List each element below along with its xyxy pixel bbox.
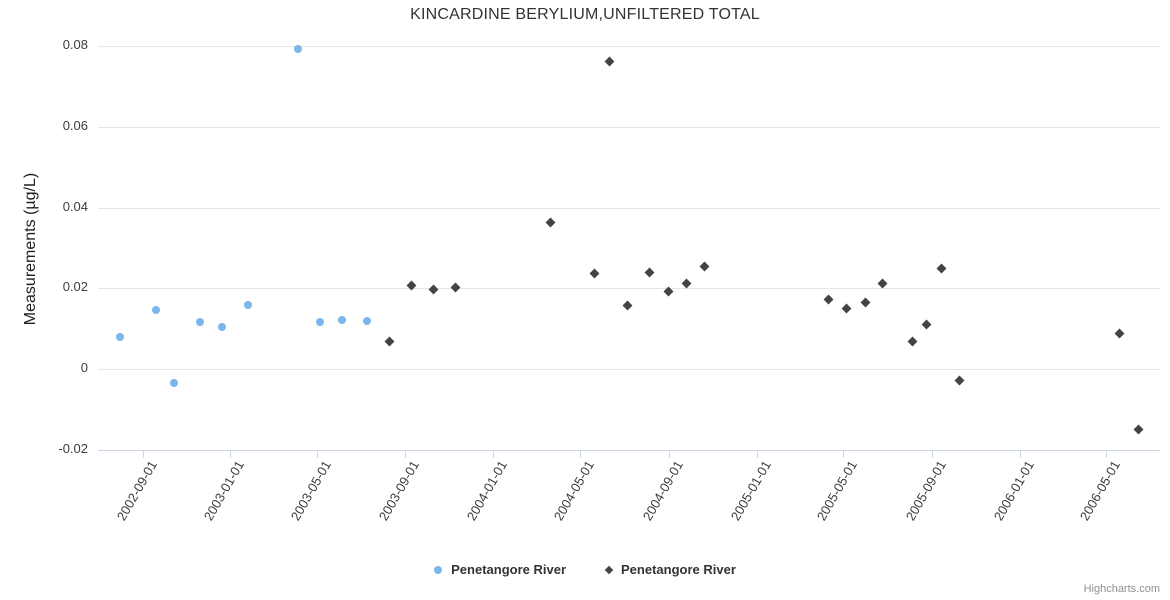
x-axis-tick <box>757 451 758 458</box>
data-point[interactable] <box>841 303 852 314</box>
x-axis-tick <box>580 451 581 458</box>
data-point[interactable] <box>877 278 888 289</box>
data-point[interactable] <box>294 44 303 53</box>
data-point[interactable] <box>860 297 871 308</box>
data-point[interactable] <box>545 218 556 228</box>
legend-circle-icon <box>434 565 443 574</box>
x-axis-tick <box>405 451 406 458</box>
legend-item-1[interactable]: Penetangore River <box>604 562 736 577</box>
data-point[interactable] <box>243 301 252 310</box>
data-point[interactable] <box>954 375 965 386</box>
x-axis-tick <box>493 451 494 458</box>
x-tick-label: 2003-09-01 <box>376 458 423 524</box>
data-point[interactable] <box>196 317 205 326</box>
x-tick-label: 2006-01-01 <box>990 458 1037 524</box>
data-point[interactable] <box>315 317 324 326</box>
data-point[interactable] <box>217 322 226 331</box>
data-point[interactable] <box>428 284 439 295</box>
y-tick-label: -0.02 <box>58 441 88 456</box>
x-tick-label: 2004-05-01 <box>551 458 598 524</box>
x-tick-label: 2005-05-01 <box>813 458 861 524</box>
data-point[interactable] <box>589 268 600 278</box>
data-point[interactable] <box>907 336 918 347</box>
x-axis-tick <box>317 451 318 458</box>
data-point[interactable] <box>363 316 372 325</box>
legend-item-label: Penetangore River <box>451 562 566 577</box>
gridline <box>98 288 1160 289</box>
y-tick-label: 0.08 <box>62 37 88 53</box>
x-tick-label: 2003-01-01 <box>201 458 248 524</box>
chart-legend: Penetangore River Penetangore River <box>0 562 1170 577</box>
x-axis-tick <box>843 451 844 458</box>
y-tick-label: 0.04 <box>62 198 88 214</box>
x-axis-tick <box>932 451 933 458</box>
x-tick-label: 2005-01-01 <box>727 458 774 524</box>
gridline <box>98 46 1160 47</box>
data-point[interactable] <box>1133 424 1144 435</box>
data-point[interactable] <box>170 378 179 387</box>
data-point[interactable] <box>450 282 461 293</box>
x-tick-label: 2004-09-01 <box>639 458 686 524</box>
data-point[interactable] <box>604 56 615 67</box>
data-point[interactable] <box>664 286 674 297</box>
data-point[interactable] <box>384 336 395 347</box>
legend-item-0[interactable]: Penetangore River <box>434 562 566 577</box>
legend-diamond-icon <box>604 565 614 574</box>
data-point[interactable] <box>1114 328 1125 339</box>
data-point[interactable] <box>152 305 161 314</box>
y-tick-label: 0.06 <box>62 117 88 133</box>
highcharts-credit[interactable]: Highcharts.com <box>1083 583 1160 595</box>
data-point[interactable] <box>823 294 834 305</box>
gridline <box>98 208 1160 209</box>
x-axis-tick <box>230 451 231 458</box>
x-tick-label: 2002-09-01 <box>113 458 160 524</box>
x-tick-label: 2005-09-01 <box>902 458 949 524</box>
chart-title: KINCARDINE BERYLIUM,UNFILTERED TOTAL <box>410 6 760 23</box>
data-point[interactable] <box>406 281 417 291</box>
x-axis-tick <box>1106 451 1107 458</box>
x-axis-tick <box>143 451 144 458</box>
data-point[interactable] <box>699 261 710 272</box>
x-tick-label: 2004-01-01 <box>464 458 511 524</box>
x-tick-label: 2006-05-01 <box>1076 458 1123 524</box>
gridline <box>98 127 1160 128</box>
plot-area <box>98 44 1160 450</box>
y-tick-label: 0 <box>80 360 88 376</box>
data-point[interactable] <box>681 278 692 289</box>
data-point[interactable] <box>644 267 655 278</box>
legend-item-label: Penetangore River <box>621 562 736 577</box>
data-point[interactable] <box>338 315 347 324</box>
data-point[interactable] <box>116 332 125 341</box>
data-point[interactable] <box>921 319 932 330</box>
data-point[interactable] <box>622 300 633 311</box>
x-axis-line <box>98 450 1160 451</box>
gridline <box>98 369 1160 370</box>
x-axis-tick <box>669 451 670 458</box>
x-tick-label: 2003-05-01 <box>287 458 334 524</box>
y-tick-label: 0.02 <box>62 279 88 295</box>
data-point[interactable] <box>936 263 947 274</box>
x-axis-tick <box>1020 451 1021 458</box>
